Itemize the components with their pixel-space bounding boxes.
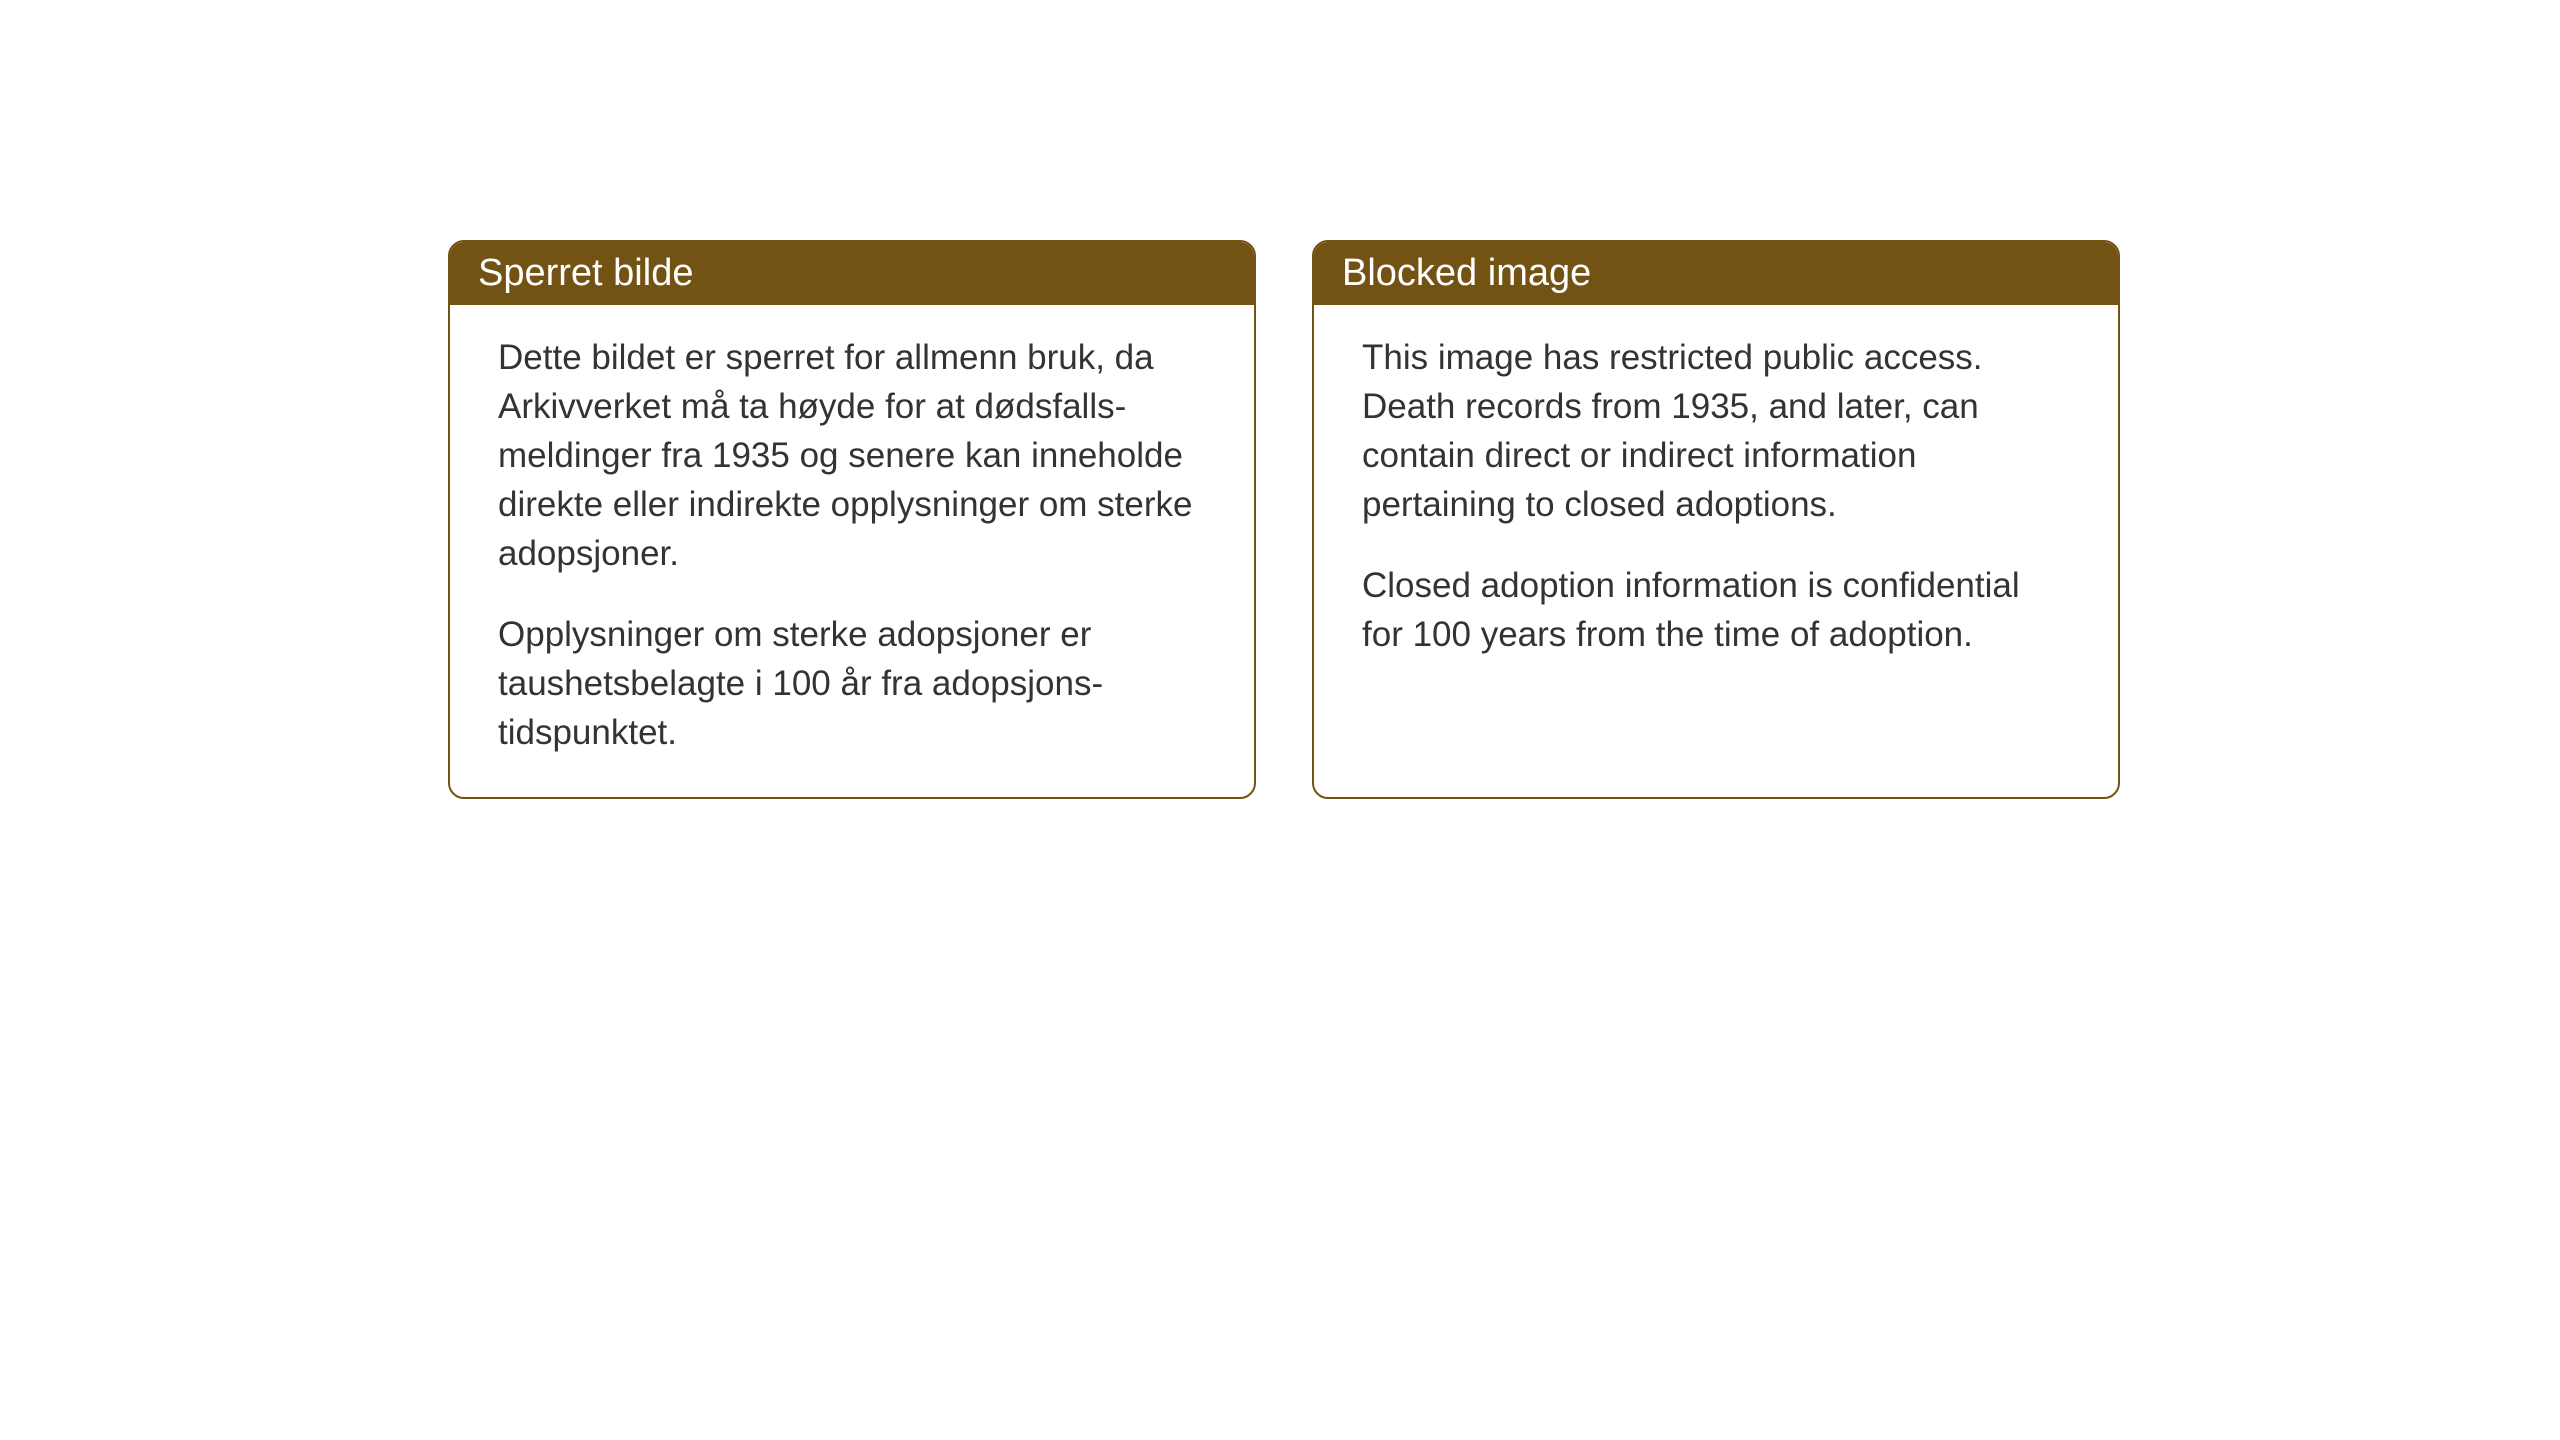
english-paragraph-1: This image has restricted public access.… <box>1362 333 2070 529</box>
norwegian-paragraph-2: Opplysninger om sterke adopsjoner er tau… <box>498 610 1206 757</box>
english-card-title: Blocked image <box>1342 252 1591 294</box>
english-card-body: This image has restricted public access.… <box>1314 305 2118 699</box>
notice-container: Sperret bilde Dette bildet er sperret fo… <box>448 240 2120 799</box>
norwegian-paragraph-1: Dette bildet er sperret for allmenn bruk… <box>498 333 1206 578</box>
english-notice-card: Blocked image This image has restricted … <box>1312 240 2120 799</box>
norwegian-card-title: Sperret bilde <box>478 252 693 294</box>
english-paragraph-2: Closed adoption information is confident… <box>1362 561 2070 659</box>
norwegian-notice-card: Sperret bilde Dette bildet er sperret fo… <box>448 240 1256 799</box>
english-card-header: Blocked image <box>1314 242 2118 305</box>
norwegian-card-body: Dette bildet er sperret for allmenn bruk… <box>450 305 1254 797</box>
norwegian-card-header: Sperret bilde <box>450 242 1254 305</box>
